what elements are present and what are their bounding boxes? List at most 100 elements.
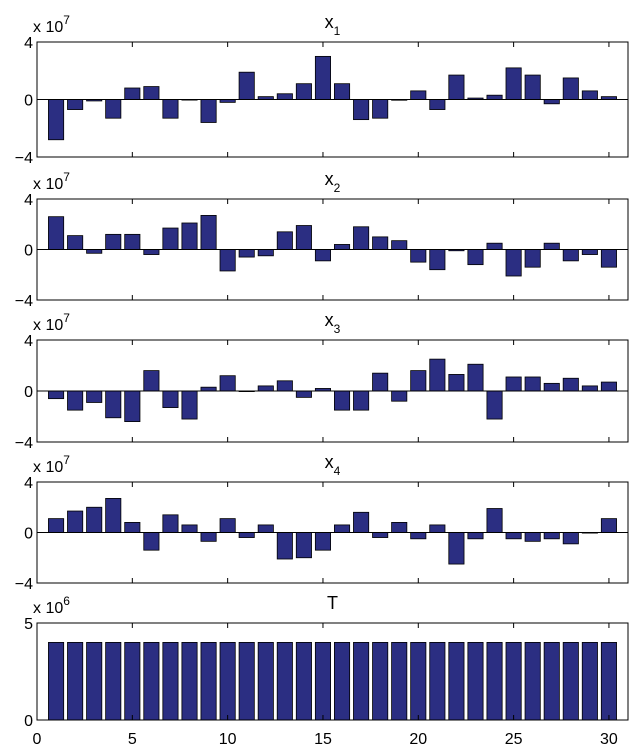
bar-3-20 bbox=[410, 370, 427, 392]
xtick-label: 5 bbox=[128, 731, 137, 748]
subplot-title: T bbox=[327, 593, 338, 613]
bar-3-13 bbox=[276, 380, 293, 392]
bar-1-21 bbox=[429, 99, 446, 110]
bar-5-19 bbox=[391, 642, 408, 721]
bar-5-13 bbox=[276, 642, 293, 721]
bar-5-18 bbox=[372, 642, 389, 721]
bar-3-22 bbox=[448, 374, 465, 392]
bar-4-18 bbox=[372, 532, 389, 538]
bar-1-4 bbox=[105, 99, 122, 119]
axes-frame bbox=[36, 622, 629, 721]
bar-1-5 bbox=[124, 87, 141, 100]
bar-3-2 bbox=[67, 390, 84, 411]
subplot-title: x3 bbox=[325, 310, 341, 336]
bar-5-11 bbox=[238, 642, 255, 721]
subplot-title: x1 bbox=[325, 12, 341, 38]
bar-2-16 bbox=[334, 244, 351, 250]
bar-4-25 bbox=[505, 532, 522, 540]
bar-2-24 bbox=[486, 242, 503, 250]
bar-3-17 bbox=[353, 390, 370, 411]
bar-2-6 bbox=[143, 249, 160, 255]
bar-5-27 bbox=[543, 642, 560, 721]
bar-5-30 bbox=[600, 642, 617, 721]
bar-4-6 bbox=[143, 532, 160, 551]
bar-2-30 bbox=[600, 249, 617, 268]
bar-5-1 bbox=[48, 642, 65, 721]
bar-1-6 bbox=[143, 86, 160, 100]
subplot-title: x4 bbox=[325, 452, 341, 478]
bar-3-29 bbox=[581, 385, 598, 392]
subplot-1: 4 0 −4 x 107 x1 bbox=[15, 12, 629, 167]
bar-3-5 bbox=[124, 390, 141, 423]
ytick-label: 4 bbox=[24, 35, 33, 52]
bar-5-20 bbox=[410, 642, 427, 721]
bar-2-23 bbox=[467, 249, 484, 266]
bar-1-18 bbox=[372, 99, 389, 119]
bar-1-27 bbox=[543, 99, 560, 105]
bar-4-26 bbox=[524, 532, 541, 542]
bar-4-7 bbox=[162, 514, 179, 533]
bar-3-28 bbox=[562, 377, 579, 392]
bar-1-22 bbox=[448, 74, 465, 100]
bar-1-17 bbox=[353, 99, 370, 121]
bar-1-15 bbox=[314, 55, 331, 100]
bar-2-17 bbox=[353, 226, 370, 250]
bar-2-10 bbox=[219, 249, 236, 272]
bar-1-28 bbox=[562, 77, 579, 100]
bar-2-21 bbox=[429, 249, 446, 271]
bar-1-14 bbox=[295, 83, 312, 100]
ytick-label: −4 bbox=[15, 435, 33, 452]
bar-2-20 bbox=[410, 249, 427, 263]
bar-5-12 bbox=[257, 642, 274, 721]
xtick-label: 20 bbox=[409, 731, 427, 748]
bar-4-16 bbox=[334, 524, 351, 533]
bar-5-22 bbox=[448, 642, 465, 721]
bar-2-28 bbox=[562, 249, 579, 262]
bar-3-3 bbox=[86, 390, 103, 403]
subplot-3: 4 0 −4 x 107 x3 bbox=[15, 310, 629, 452]
bar-1-9 bbox=[200, 99, 217, 123]
subplot-2: 4 0 −4 x 107 x2 bbox=[15, 169, 629, 310]
bar-4-13 bbox=[276, 532, 293, 560]
bar-5-17 bbox=[353, 642, 370, 721]
bar-5-26 bbox=[524, 642, 541, 721]
xtick-label: 25 bbox=[505, 731, 523, 748]
bar-5-24 bbox=[486, 642, 503, 721]
bar-3-6 bbox=[143, 370, 160, 392]
bar-4-5 bbox=[124, 522, 141, 533]
bar-4-22 bbox=[448, 532, 465, 565]
bar-5-14 bbox=[295, 642, 312, 721]
bar-2-7 bbox=[162, 227, 179, 250]
bar-3-4 bbox=[105, 390, 122, 419]
scale-factor-label: x 107 bbox=[33, 453, 70, 476]
bar-1-20 bbox=[410, 90, 427, 100]
bar-4-12 bbox=[257, 524, 274, 533]
ytick-label: 4 bbox=[24, 475, 33, 492]
bar-3-25 bbox=[505, 376, 522, 392]
ytick-label: −4 bbox=[15, 293, 33, 310]
bar-3-14 bbox=[295, 390, 312, 398]
bar-4-2 bbox=[67, 510, 84, 533]
ytick-label: 0 bbox=[24, 384, 33, 401]
bar-1-25 bbox=[505, 67, 522, 100]
bar-2-3 bbox=[86, 249, 103, 254]
bar-3-19 bbox=[391, 390, 408, 402]
subplot-title: x2 bbox=[325, 169, 341, 195]
bar-2-26 bbox=[524, 249, 541, 268]
bar-5-10 bbox=[219, 642, 236, 721]
xtick-label: 0 bbox=[33, 731, 42, 748]
bar-2-18 bbox=[372, 236, 389, 250]
bar-2-2 bbox=[67, 235, 84, 250]
bar-2-12 bbox=[257, 249, 274, 257]
bar-4-30 bbox=[600, 518, 617, 533]
scale-factor-label: x 107 bbox=[33, 170, 70, 193]
bar-1-13 bbox=[276, 93, 293, 100]
bar-3-30 bbox=[600, 381, 617, 392]
bar-1-1 bbox=[48, 99, 65, 141]
bar-4-8 bbox=[181, 524, 198, 533]
xtick-label: 30 bbox=[600, 731, 618, 748]
bar-2-8 bbox=[181, 222, 198, 250]
scale-factor-label: x 107 bbox=[33, 311, 70, 334]
bar-1-29 bbox=[581, 90, 598, 100]
bar-4-9 bbox=[200, 532, 217, 542]
